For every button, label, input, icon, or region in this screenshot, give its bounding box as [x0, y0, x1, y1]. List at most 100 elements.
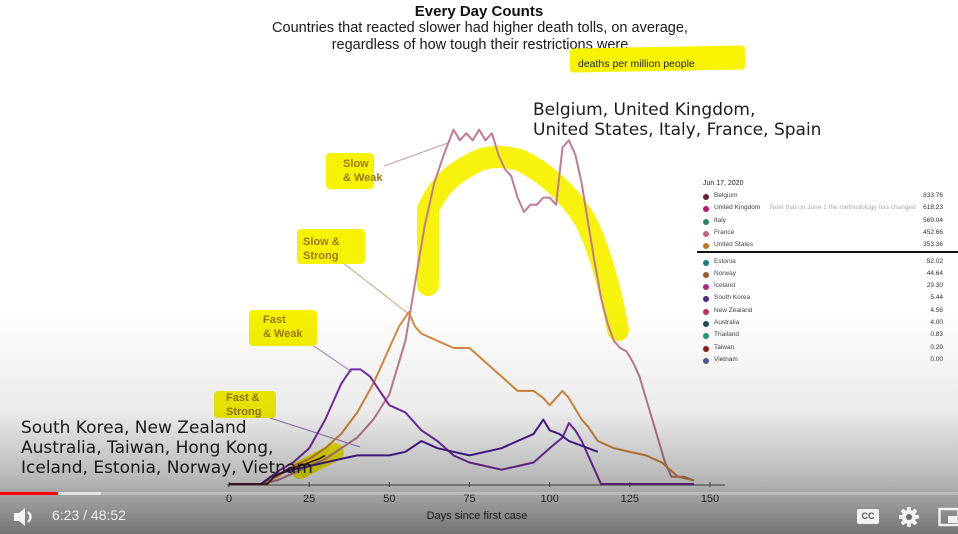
legend-dot-icon: [703, 308, 709, 315]
group-label-slow: Belgium, United Kingdom, United States, …: [533, 100, 821, 140]
legend-dot-icon: [703, 194, 709, 200]
gear-icon[interactable]: [898, 506, 920, 528]
legend-value: 52.02: [926, 257, 943, 265]
group-line: Belgium, United Kingdom,: [533, 100, 756, 120]
group-line: South Korea, New Zealand: [21, 418, 247, 438]
annotation-line: Slow: [343, 158, 369, 170]
highlighter-arc: [417, 145, 629, 341]
legend-date: Jun 17, 2020: [703, 180, 744, 187]
group-line: Australia, Taiwan, Hong Kong,: [21, 438, 274, 458]
legend-country: United Kingdom: [714, 204, 761, 212]
legend-value: 5.44: [930, 294, 943, 302]
legend-value: 0.00: [930, 355, 943, 363]
legend-country: Australia: [714, 319, 740, 326]
legend-dot-icon: [703, 284, 709, 291]
slide-subtitle: Countries that reacted slower had higher…: [230, 20, 730, 54]
group-line: United States, Italy, France, Spain: [533, 120, 822, 140]
highlight-slow-strong: [297, 229, 365, 264]
group-line: Iceland, Estonia, Norway, Vietnam: [21, 458, 313, 478]
annotation-slow-weak: Slow & Weak: [343, 157, 383, 185]
legend-row: France 452.66: [703, 229, 943, 241]
legend-dot-icon: [703, 218, 709, 225]
legend-country: Thailand: [714, 331, 739, 339]
annotation-line: & Weak: [343, 172, 383, 184]
legend-value: 833.76: [923, 192, 943, 199]
legend-country: New Zealand: [714, 306, 753, 314]
legend-country: Estonia: [714, 257, 736, 265]
annotation-line: Strong: [303, 250, 339, 262]
legend-country: Vietnam: [714, 355, 738, 363]
legend-panel: Jun 17, 2020 Belgium 833.76 United Kingdom…: [697, 176, 958, 370]
annotation-line: Fast &: [226, 392, 260, 404]
highlight-slow-weak: [326, 153, 374, 189]
legend-value: 4.00: [930, 319, 943, 326]
legend-dot-icon: [703, 321, 709, 327]
connector-slow-strong: [341, 261, 411, 316]
miniplayer-icon[interactable]: [938, 507, 958, 527]
captions-button[interactable]: CC: [857, 509, 879, 524]
legend-row: Iceland 29.30: [703, 282, 943, 294]
legend-value: 618.23: [923, 204, 943, 212]
legend-row: Taiwan 0.29: [703, 344, 943, 356]
legend-row: United Kingdom Note that on June 1 the me…: [703, 204, 943, 216]
legend-country: South Korea: [714, 294, 751, 302]
legend-dot-icon: [703, 206, 709, 213]
group-label-fast: South Korea, New Zealand Australia, Taiw…: [21, 418, 313, 478]
annotation-line: Strong: [226, 406, 262, 418]
legend-value: 44.64: [926, 269, 943, 277]
time-separator: /: [79, 507, 91, 523]
current-time: 6:23: [52, 507, 80, 523]
legend-value: 0.83: [930, 331, 943, 339]
legend-row: Thailand 0.83: [703, 331, 943, 343]
volume-icon[interactable]: [12, 506, 36, 528]
legend-dot-icon: [703, 230, 709, 237]
player-controls: 6:23 / 48:52 CC: [0, 490, 958, 534]
subtitle-line-1: Countries that reacted slower had higher…: [272, 20, 688, 36]
legend-value: 4.56: [930, 306, 943, 314]
legend-row: New Zealand 4.56: [703, 307, 943, 319]
time-display: 6:23 / 48:52: [52, 507, 126, 523]
legend-note: Note that on June 1 the methodology has …: [770, 204, 916, 212]
y-units-label: deaths per million people: [578, 58, 695, 70]
duration: 48:52: [90, 507, 126, 523]
annotation-line: Fast: [263, 314, 286, 326]
legend-row: Estonia 52.02: [703, 258, 943, 270]
legend-dot-icon: [703, 345, 709, 352]
subtitle-line-2: regardless of how tough their restrictio…: [331, 37, 629, 53]
legend-country: Iceland: [714, 282, 735, 290]
legend-country: France: [714, 228, 735, 236]
annotation-fast-weak: Fast & Weak: [263, 313, 303, 341]
legend-country: Norway: [714, 269, 737, 277]
legend-value: 452.66: [923, 228, 943, 236]
annotation-line: & Weak: [263, 328, 303, 340]
legend-row: Norway 44.64: [703, 270, 943, 282]
legend-row: Vietnam 0.00: [703, 356, 943, 368]
legend-dot-icon: [703, 259, 709, 266]
legend-country: Taiwan: [714, 343, 735, 351]
legend-row: United States 353.36: [703, 241, 943, 253]
legend-dot-icon: [703, 271, 709, 278]
legend-value: 0.29: [930, 343, 943, 351]
legend-value: 29.30: [926, 282, 943, 290]
progress-bar[interactable]: [0, 492, 958, 495]
slide-title: Every Day Counts: [414, 3, 544, 20]
legend-dot-icon: [703, 357, 709, 364]
legend-country: Belgium: [714, 192, 738, 199]
legend-row: Italy 569.04: [703, 217, 943, 229]
legend-country: Italy: [714, 216, 726, 224]
progress-played[interactable]: [0, 492, 58, 495]
legend-row: Australia 4.00: [703, 319, 943, 331]
legend-dot-icon: [703, 333, 709, 340]
legend-dot-icon: [703, 296, 709, 303]
legend-value: 569.04: [923, 216, 943, 224]
annotation-slow-strong: Slow & Strong: [303, 235, 340, 263]
legend-dot-icon: [703, 243, 709, 250]
annotation-fast-strong: Fast & Strong: [226, 391, 261, 419]
legend-row: South Korea 5.44: [703, 294, 943, 306]
legend-separator: [697, 251, 958, 253]
legend-value: 353.36: [923, 241, 943, 249]
legend-country: United States: [714, 241, 754, 249]
annotation-line: Slow &: [303, 236, 340, 248]
connector-slow-weak: [383, 142, 449, 167]
